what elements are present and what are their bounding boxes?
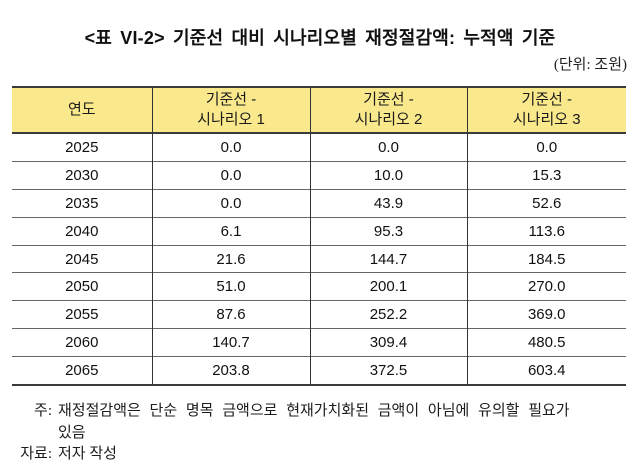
value-cell: 43.9 (310, 188, 468, 218)
year-cell: 2065 (12, 356, 153, 386)
value-cell: 0.0 (152, 160, 311, 190)
note-text-line1: 재정절감액은 단순 명목 금액으로 현재가치화된 금액이 아님에 유의할 필요가 (58, 403, 570, 419)
table-row: 2050 51.0 200.1 270.0 (12, 272, 626, 301)
year-cell: 2055 (12, 300, 153, 329)
year-cell: 2040 (12, 216, 153, 246)
year-cell: 2025 (12, 133, 153, 162)
year-cell: 2035 (12, 188, 153, 218)
table-row: 2065 203.8 372.5 603.4 (12, 356, 626, 386)
year-cell: 2045 (12, 244, 153, 273)
table-body: 2025 0.0 0.0 0.0 2030 0.0 10.0 15.3 2035 0.0 43.9 5… (12, 133, 626, 386)
value-cell: 0.0 (152, 133, 311, 162)
value-cell: 95.3 (310, 216, 468, 246)
table-row: 2025 0.0 0.0 0.0 (12, 133, 626, 162)
scenario1-header-line2: 시나리오 1 (197, 111, 265, 128)
value-cell: 309.4 (310, 328, 468, 357)
scenario2-column-header: 기준선 - 시나리오 2 (310, 87, 468, 134)
value-cell: 184.5 (467, 244, 626, 273)
value-cell: 52.6 (467, 188, 626, 218)
year-column-header: 연도 (12, 87, 153, 134)
value-cell: 200.1 (310, 272, 468, 301)
value-cell: 140.7 (152, 328, 311, 357)
value-cell: 144.7 (310, 244, 468, 273)
scenario2-header-line1: 기준선 - (363, 91, 414, 108)
value-cell: 113.6 (467, 216, 626, 246)
table-row: 2030 0.0 10.0 15.3 (12, 160, 626, 190)
source-note: 자료: 저자 작성 (12, 444, 628, 466)
value-cell: 252.2 (310, 300, 468, 329)
unit-label: (단위: 조원) (553, 57, 627, 73)
value-cell: 15.3 (467, 160, 626, 190)
value-cell: 21.6 (152, 244, 311, 273)
scenario3-column-header: 기준선 - 시나리오 3 (467, 87, 626, 134)
value-cell: 0.0 (310, 133, 468, 162)
footnotes: 주: 재정절감액은 단순 명목 금액으로 현재가치화된 금액이 아님에 유의할 … (12, 401, 628, 466)
value-cell: 372.5 (310, 356, 468, 386)
header-row: 연도 기준선 - 시나리오 1 기준선 - 시나리오 2 기준선 - 시나리오 … (12, 87, 626, 134)
table-row: 2055 87.6 252.2 369.0 (12, 300, 626, 329)
scenario1-header-line1: 기준선 - (205, 91, 257, 108)
value-cell: 0.0 (152, 188, 311, 218)
table-row: 2045 21.6 144.7 184.5 (12, 244, 626, 273)
note-text: 재정절감액은 단순 명목 금액으로 현재가치화된 금액이 아님에 유의할 필요가… (52, 401, 628, 444)
scenario3-header-line2: 시나리오 3 (512, 111, 581, 128)
scenario1-column-header: 기준선 - 시나리오 1 (152, 87, 311, 134)
scenario2-header-line2: 시나리오 2 (354, 111, 423, 128)
table-row: 2060 140.7 309.4 480.5 (12, 328, 626, 357)
note: 주: 재정절감액은 단순 명목 금액으로 현재가치화된 금액이 아님에 유의할 … (12, 401, 628, 444)
year-cell: 2060 (12, 328, 153, 357)
value-cell: 51.0 (152, 272, 311, 301)
table-caption: <표 VI-2> 기준선 대비 시나리오별 재정절감액: 누적액 기준 (84, 28, 556, 48)
table-row: 2035 0.0 43.9 52.6 (12, 188, 626, 218)
value-cell: 480.5 (467, 328, 626, 357)
note-text-line2: 있음 (58, 424, 86, 441)
savings-table: 연도 기준선 - 시나리오 1 기준선 - 시나리오 2 기준선 - 시나리오 … (12, 86, 626, 387)
source-text: 저자 작성 (58, 446, 117, 462)
value-cell: 203.8 (152, 356, 311, 386)
value-cell: 603.4 (467, 356, 626, 386)
value-cell: 6.1 (152, 216, 311, 246)
year-cell: 2030 (12, 160, 153, 190)
source-label: 자료: (20, 446, 52, 462)
note-label: 주: (34, 403, 52, 419)
value-cell: 369.0 (467, 300, 626, 329)
scenario3-header-line1: 기준선 - (521, 91, 573, 108)
table-row: 2040 6.1 95.3 113.6 (12, 216, 626, 246)
value-cell: 87.6 (152, 300, 311, 329)
year-cell: 2050 (12, 272, 153, 301)
value-cell: 270.0 (467, 272, 626, 301)
value-cell: 10.0 (310, 160, 468, 190)
value-cell: 0.0 (536, 138, 558, 156)
